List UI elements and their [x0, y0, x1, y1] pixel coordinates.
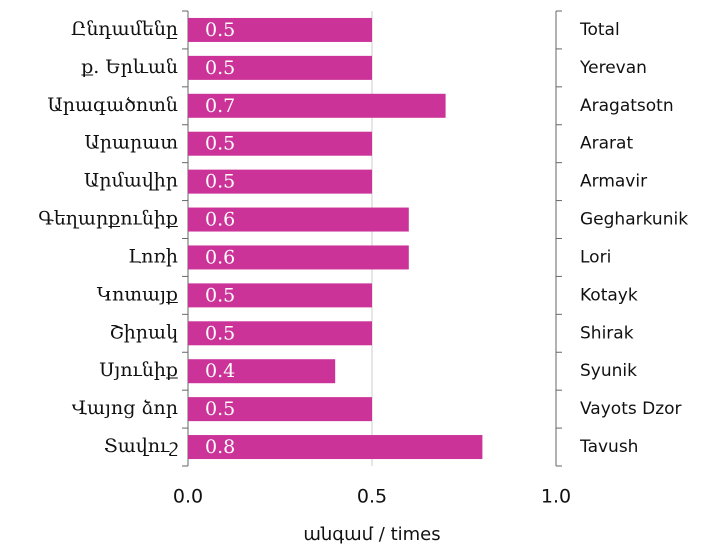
y-tick-label: ք. Երևան	[81, 56, 178, 78]
secondary-label: Total	[579, 20, 620, 40]
secondary-label: Armavir	[580, 172, 647, 192]
value-label: 0.7	[205, 95, 235, 117]
bar	[188, 435, 483, 460]
secondary-label: Gegharkunik	[580, 210, 688, 230]
value-label: 0.4	[205, 360, 235, 382]
bar	[188, 131, 372, 156]
secondary-label: Tavush	[579, 437, 638, 457]
bar	[188, 397, 372, 422]
secondary-label: Shirak	[580, 323, 634, 343]
bar	[188, 55, 372, 80]
bar	[188, 207, 409, 232]
y-tick-label: Արմավիր	[84, 170, 178, 192]
y-tick-label: Արագածոտն	[47, 94, 178, 116]
y-tick-label: Գեղարքունիք	[38, 208, 178, 230]
y-tick-label: Տավուշ	[104, 435, 178, 457]
y-tick-label: Ընդամենը	[71, 18, 178, 40]
y-tick-label: Վայոց ձոր	[72, 397, 178, 419]
y-tick-label: Շիրակ	[109, 321, 178, 343]
value-label: 0.5	[205, 284, 235, 306]
bar	[188, 169, 372, 194]
secondary-label: Ararat	[580, 134, 633, 154]
value-label: 0.5	[205, 398, 235, 420]
bar	[188, 93, 446, 118]
bar	[188, 17, 372, 42]
secondary-label: Lori	[580, 247, 611, 267]
value-label: 0.6	[205, 246, 235, 268]
value-label: 0.5	[205, 171, 235, 193]
bar	[188, 283, 372, 308]
y-tick-label: Լոռի	[128, 245, 178, 267]
bar	[188, 359, 336, 384]
bar	[188, 321, 372, 346]
secondary-label: Vayots Dzor	[580, 399, 682, 419]
y-tick-label: Կոտայք	[97, 283, 178, 305]
x-tick-label: 0.5	[357, 486, 387, 508]
secondary-label: Yerevan	[579, 58, 647, 78]
bar	[188, 245, 409, 270]
x-tick-label: 1.0	[541, 486, 571, 508]
value-label: 0.5	[205, 322, 235, 344]
secondary-label: Kotayk	[580, 285, 638, 305]
value-label: 0.6	[205, 209, 235, 231]
value-label: 0.5	[205, 133, 235, 155]
x-axis-title: անգամ / times	[303, 524, 440, 545]
y-tick-label: Արարատ	[84, 132, 178, 154]
y-tick-label: Սյունիք	[99, 359, 178, 381]
secondary-label: Aragatsotn	[580, 96, 674, 116]
value-label: 0.5	[205, 19, 235, 41]
value-label: 0.8	[205, 436, 235, 458]
secondary-label: Syunik	[580, 361, 637, 381]
x-tick-label: 0.0	[173, 486, 203, 508]
value-label: 0.5	[205, 57, 235, 79]
